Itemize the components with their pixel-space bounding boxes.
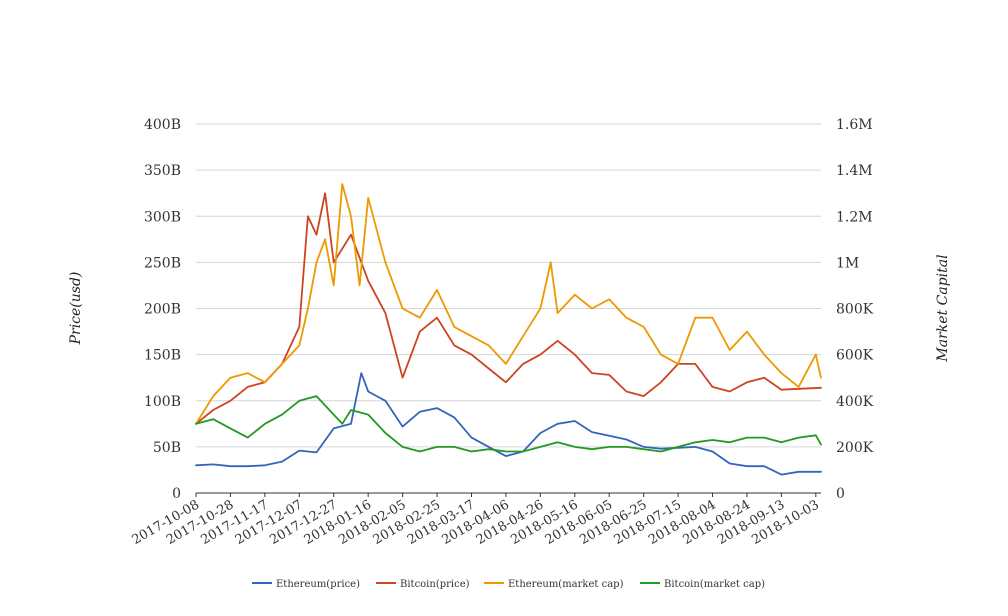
y2-tick-label: 1M — [836, 255, 859, 271]
y2-tick-label: 1.2M — [836, 209, 873, 225]
legend: Ethereum(price) Bitcoin(price) Ethereum(ma… — [252, 579, 765, 590]
y-tick-label: 50B — [153, 440, 181, 456]
x-axis: 2017-10-082017-10-282017-11-172017-12-07… — [130, 493, 822, 548]
y-tick-label: 200B — [144, 302, 181, 318]
series-line — [195, 395, 822, 453]
y2-tick-label: 1.6M — [836, 117, 873, 133]
y2-tick-label: 400K — [836, 394, 874, 410]
y-axis-title: Price(usd) — [68, 272, 84, 346]
legend-item: Ethereum(price) — [276, 579, 360, 590]
legend-item: Bitcoin(price) — [400, 579, 470, 590]
right-y-axis: 0 200K 400K 600K 800K 1M 1.2M 1.4M 1.6M — [836, 117, 874, 502]
y2-tick-label: 800K — [836, 302, 874, 318]
left-y-axis: 0 50B 100B 150B 200B 250B 300B 350B 400B — [144, 117, 181, 502]
legend-item: Ethereum(market cap) — [508, 579, 624, 590]
series-line — [195, 372, 822, 476]
y2-tick-label: 200K — [836, 440, 874, 456]
legend-item: Bitcoin(market cap) — [664, 579, 765, 590]
y-tick-label: 350B — [144, 163, 181, 179]
y-tick-label: 250B — [144, 255, 181, 271]
y2-tick-label: 600K — [836, 348, 874, 364]
y2-tick-label: 0 — [836, 486, 845, 502]
series-line — [195, 183, 822, 425]
plot-area — [195, 183, 822, 476]
y-tick-label: 400B — [144, 117, 181, 133]
series-line — [195, 192, 822, 425]
y-tick-label: 300B — [144, 209, 181, 225]
y2-axis-title: Market Capital — [935, 254, 951, 362]
y-tick-label: 0 — [172, 486, 181, 502]
gridlines — [196, 123, 821, 448]
y2-tick-label: 1.4M — [836, 163, 873, 179]
y-tick-label: 100B — [144, 394, 181, 410]
y-tick-label: 150B — [144, 348, 181, 364]
